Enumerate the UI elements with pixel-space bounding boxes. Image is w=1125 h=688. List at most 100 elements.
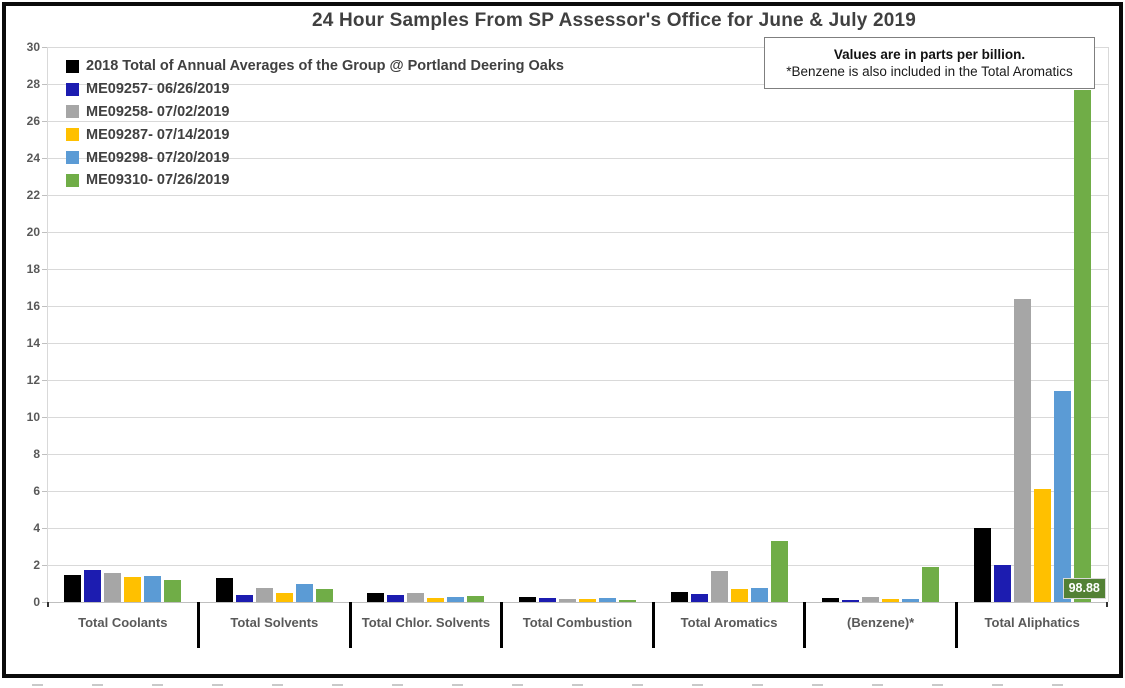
spreadsheet-gridline-fragment [272,684,283,686]
y-tick-label: 18 [26,262,40,276]
spreadsheet-gridline-fragment [212,684,223,686]
bar [862,597,880,602]
category-label: Total Chlor. Solvents [361,615,491,630]
chart-title: 24 Hour Samples From SP Assessor's Offic… [311,10,917,31]
spreadsheet-gridline-fragment [32,684,43,686]
legend-label: ME09310- 07/26/2019 [86,172,230,189]
bar [255,588,273,602]
bar [315,589,333,602]
gridline [47,491,1108,492]
bar [215,577,233,602]
bar [164,579,182,602]
spreadsheet-gridline-fragment [992,684,1003,686]
gridline [47,158,1108,159]
y-axis-tick [42,343,47,344]
bar [750,588,768,602]
legend-label: 2018 Total of Annual Averages of the Gro… [86,58,564,75]
legend: 2018 Total of Annual Averages of the Gro… [66,55,564,192]
category-separator [197,602,201,648]
spreadsheet-gridline-fragment [452,684,463,686]
y-tick-label: 16 [26,299,40,313]
y-axis-tick [42,84,47,85]
legend-swatch-icon [66,105,79,119]
y-axis-tick [42,528,47,529]
gridline [47,269,1108,270]
gridline [47,565,1108,566]
bar [882,599,900,602]
y-tick-label: 20 [26,225,40,239]
bar [902,599,920,602]
note-box: Values are in parts per billion. *Benzen… [764,37,1095,89]
spreadsheet-gridline-fragment [932,684,943,686]
gridline [47,343,1108,344]
category-separator [348,602,352,648]
data-label: 98.88 [1062,578,1106,599]
bar [427,598,445,602]
category-separator [954,602,958,648]
gridline [47,528,1108,529]
legend-item: ME09310- 07/26/2019 [66,169,564,192]
bar [1033,489,1051,602]
spreadsheet-gridline-fragment [392,684,403,686]
x-axis-line [47,602,1108,603]
y-axis-tick [42,454,47,455]
bar [710,571,728,602]
y-tick-label: 24 [26,151,40,165]
legend-label: ME09258- 07/02/2019 [86,103,230,120]
spreadsheet-gridline-fragment [1052,684,1063,686]
gridline [47,306,1108,307]
gridline [47,380,1108,381]
bar [235,594,253,602]
legend-item: ME09258- 07/02/2019 [66,101,564,124]
plot-right-border [1108,47,1109,602]
spreadsheet-gridline-fragment [872,684,883,686]
legend-label: ME09257- 06/26/2019 [86,81,230,98]
bar [842,600,860,602]
y-axis-tick [42,158,47,159]
category-label: Total Coolants [78,615,168,630]
gridline [47,84,1108,85]
y-tick-label: 10 [26,410,40,424]
y-axis-tick [42,269,47,270]
y-axis-tick [42,491,47,492]
spreadsheet-gridline-fragment [752,684,763,686]
bar [1073,89,1091,602]
y-tick-label: 26 [26,114,40,128]
spreadsheet-gridline-fragment [512,684,523,686]
bar [579,599,596,602]
spreadsheet-gridline-fragment [812,684,823,686]
bar [387,594,405,602]
bar [447,597,465,602]
spreadsheet-gridline-fragment [692,684,703,686]
y-tick-label: 6 [33,484,40,498]
spreadsheet-gridline-fragment [332,684,343,686]
y-tick-label: 2 [33,558,40,572]
legend-item: ME09298- 07/20/2019 [66,146,564,169]
y-tick-label: 0 [33,595,40,609]
y-axis-tick [42,380,47,381]
category-label: Total Solvents [230,615,319,630]
note-line-units: Values are in parts per billion. [833,47,1026,62]
bar [275,592,293,602]
legend-swatch-icon [66,173,79,187]
y-tick-label: 8 [33,447,40,461]
spreadsheet-gridline-fragment [92,684,103,686]
spreadsheet-gridline-fragment [152,684,163,686]
spreadsheet-gridline-fragment [632,684,643,686]
bar [519,597,536,602]
bar [295,584,313,602]
bar [619,600,636,602]
bar [770,540,788,602]
bar [84,569,102,602]
bar [730,589,748,602]
y-tick-label: 12 [26,373,40,387]
y-tick-label: 30 [26,40,40,54]
bar [822,598,840,602]
spreadsheet-gridline-fragment [572,684,583,686]
category-separator [803,602,807,648]
legend-swatch-icon [66,59,79,73]
y-tick-label: 28 [26,77,40,91]
category-label: Total Aliphatics [984,615,1080,630]
bar [690,593,708,602]
